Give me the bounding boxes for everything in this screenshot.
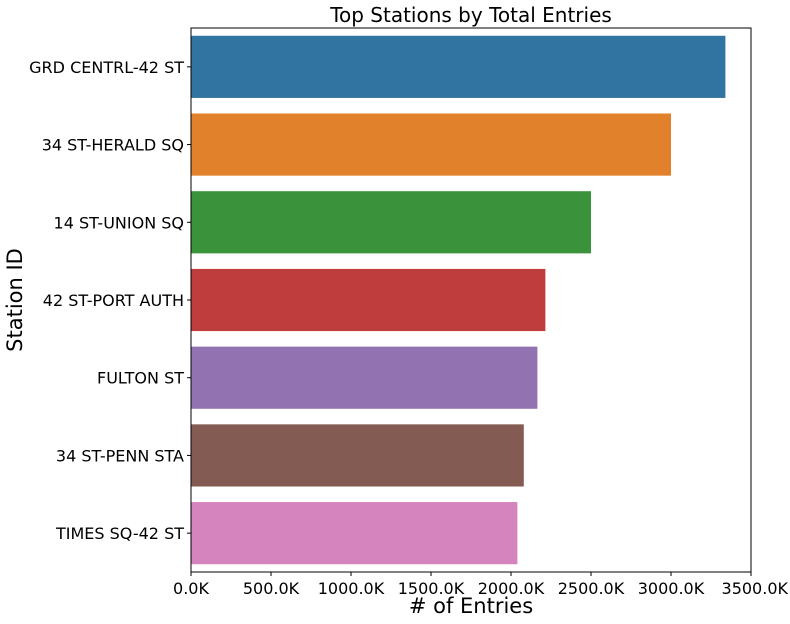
bar-2 [191,191,591,254]
y-tick-label: 14 ST-UNION SQ [54,213,184,232]
bar-1 [191,113,671,176]
x-tick-label: 3500.0K [722,579,789,598]
y-tick-label: GRD CENTRL-42 ST [29,58,184,77]
x-tick-label: 1000.0K [318,579,385,598]
bar-4 [191,346,538,409]
bar-6 [191,502,518,565]
y-tick-label: FULTON ST [97,369,184,388]
chart-title: Top Stations by Total Entries [329,3,612,27]
y-tick-label: 34 ST-PENN STA [56,446,184,465]
y-tick-label: 34 ST-HERALD SQ [42,136,184,155]
x-tick-label: 2000.0K [478,579,545,598]
bar-3 [191,268,546,332]
y-tick-label: 42 ST-PORT AUTH [43,291,184,310]
x-tick-label: 0.0K [173,579,209,598]
bar-5 [191,424,524,487]
x-tick-label: 1500.0K [398,579,465,598]
x-tick-label: 500.0K [243,579,300,598]
x-axis: 0.0K 500.0K 1000.0K 1500.0K 2000.0K 2500.0K 30… [173,572,789,598]
y-axis: GRD CENTRL-42 ST 34 ST-HERALD SQ 14 ST-UNI… [29,58,191,543]
y-tick-label: TIMES SQ-42 ST [55,524,184,543]
x-tick-label: 3000.0K [638,579,705,598]
bars-group [191,35,726,565]
x-axis-title: # of Entries [409,594,533,618]
x-tick-label: 2500.0K [558,579,625,598]
bar-0 [191,35,726,98]
y-axis-title: Station ID [3,248,27,352]
